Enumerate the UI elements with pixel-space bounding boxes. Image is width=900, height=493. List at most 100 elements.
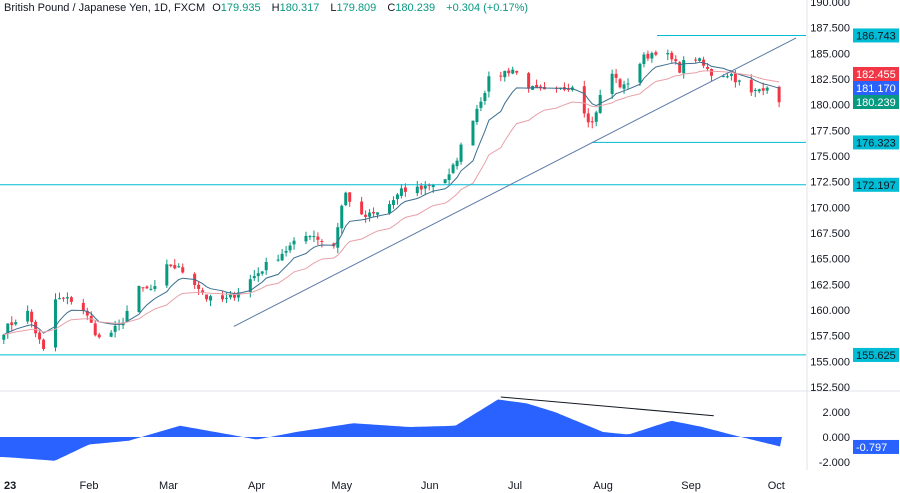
candle-body [34, 321, 38, 334]
candle-body [137, 286, 141, 313]
candle-body [451, 164, 455, 173]
price-axis-tick: 170.000 [810, 202, 850, 214]
high-label: H [271, 2, 280, 14]
symbol-legend: British Pound / Japanese Yen, 1D, FXCM O… [4, 2, 532, 14]
time-axis-tick: Jun [421, 480, 439, 492]
price-axis-tick: 167.500 [810, 228, 850, 240]
candle-body [694, 59, 698, 61]
open-label: O [212, 2, 221, 14]
candle-body [57, 298, 61, 300]
candle-body [642, 54, 646, 65]
candle-body [14, 322, 18, 325]
candle-body [622, 84, 626, 89]
candle-body [372, 211, 376, 214]
candle-body [348, 192, 352, 202]
close-label: C [387, 2, 396, 14]
candle-body [209, 296, 213, 301]
candle-body [364, 214, 368, 217]
candle-body [475, 108, 479, 123]
price-axis-tick: 187.500 [810, 23, 850, 35]
time-axis-tick: 23 [4, 480, 16, 492]
candle-body [30, 311, 34, 323]
candle-body [710, 69, 714, 76]
candle-body [471, 120, 475, 146]
price-label: 182.455 [856, 69, 896, 81]
candle-body [391, 200, 395, 205]
candle-body [260, 271, 264, 274]
candle-body [479, 101, 483, 108]
candle-body [308, 236, 312, 238]
price-axis-tick: 180.000 [810, 100, 850, 112]
candle-body [149, 288, 153, 290]
candle-body [228, 294, 232, 298]
price-label-bg [853, 67, 899, 81]
level-price-label-bg [853, 177, 899, 192]
time-axis-tick: Sep [681, 480, 701, 492]
candle-body [387, 204, 391, 214]
symbol-title: British Pound / Japanese Yen, 1D, FXCM [4, 2, 206, 14]
candle-body [256, 273, 260, 277]
level-price-label-bg [853, 135, 899, 150]
low-value: L179.809 [330, 2, 380, 14]
candle-body [53, 299, 57, 348]
candle-body [26, 310, 30, 322]
candle-body [65, 297, 69, 299]
candle-body [10, 322, 14, 326]
level-price-label-bg [853, 347, 899, 362]
candle-body [614, 73, 618, 78]
candle-body [395, 194, 399, 200]
time-axis-tick: May [331, 480, 352, 492]
level-price-label: 176.323 [856, 137, 896, 149]
high-number: 180.317 [279, 2, 320, 14]
time-axis-tick: Oct [768, 480, 785, 492]
candle-body [360, 201, 364, 215]
candle-body [252, 276, 256, 279]
price-axis-tick: 172.500 [810, 177, 850, 189]
open-number: 179.935 [220, 2, 261, 14]
candle-body [650, 53, 654, 59]
candle-body [93, 323, 97, 336]
candle-body [153, 286, 157, 289]
oscillator-value-label-bg [853, 439, 899, 454]
candle-body [566, 88, 570, 90]
candle-body [431, 184, 435, 188]
candle-body [507, 70, 511, 74]
price-axis-tick: 190.000 [810, 0, 850, 9]
candle-body [503, 70, 507, 78]
candle-body [737, 80, 741, 82]
oscillator-axis-tick: 0.000 [822, 432, 850, 444]
level-price-label: 155.625 [856, 350, 896, 362]
candle-body [654, 52, 658, 55]
price-axis-tick: 177.500 [810, 125, 850, 137]
candle-body [280, 253, 284, 261]
price-label: 181.170 [856, 83, 896, 95]
candle-body [344, 192, 348, 206]
candle-body [757, 89, 761, 92]
candle-body [729, 73, 733, 76]
candle-body [419, 185, 423, 190]
candle-body [264, 261, 268, 271]
candle-body [109, 332, 113, 337]
candle-body [515, 71, 519, 73]
candle-body [706, 66, 710, 69]
candle-body [236, 292, 240, 298]
time-axis-tick: Aug [593, 480, 613, 492]
candle-body [165, 264, 169, 286]
candle-body [316, 236, 320, 240]
time-axis-tick: Jul [508, 480, 522, 492]
candle-body [618, 79, 622, 88]
time-axis-tick: Mar [159, 480, 178, 492]
candle-body [97, 334, 101, 338]
candle-body [586, 113, 590, 123]
candles [2, 49, 781, 352]
candle-body [320, 240, 324, 242]
moving-average-slow [3, 70, 780, 336]
candle-body [678, 62, 682, 73]
candle-body [113, 325, 117, 332]
price-axis-tick: 175.000 [810, 151, 850, 163]
candle-body [487, 76, 491, 92]
candle-body [181, 267, 185, 273]
candle-body [6, 323, 10, 334]
